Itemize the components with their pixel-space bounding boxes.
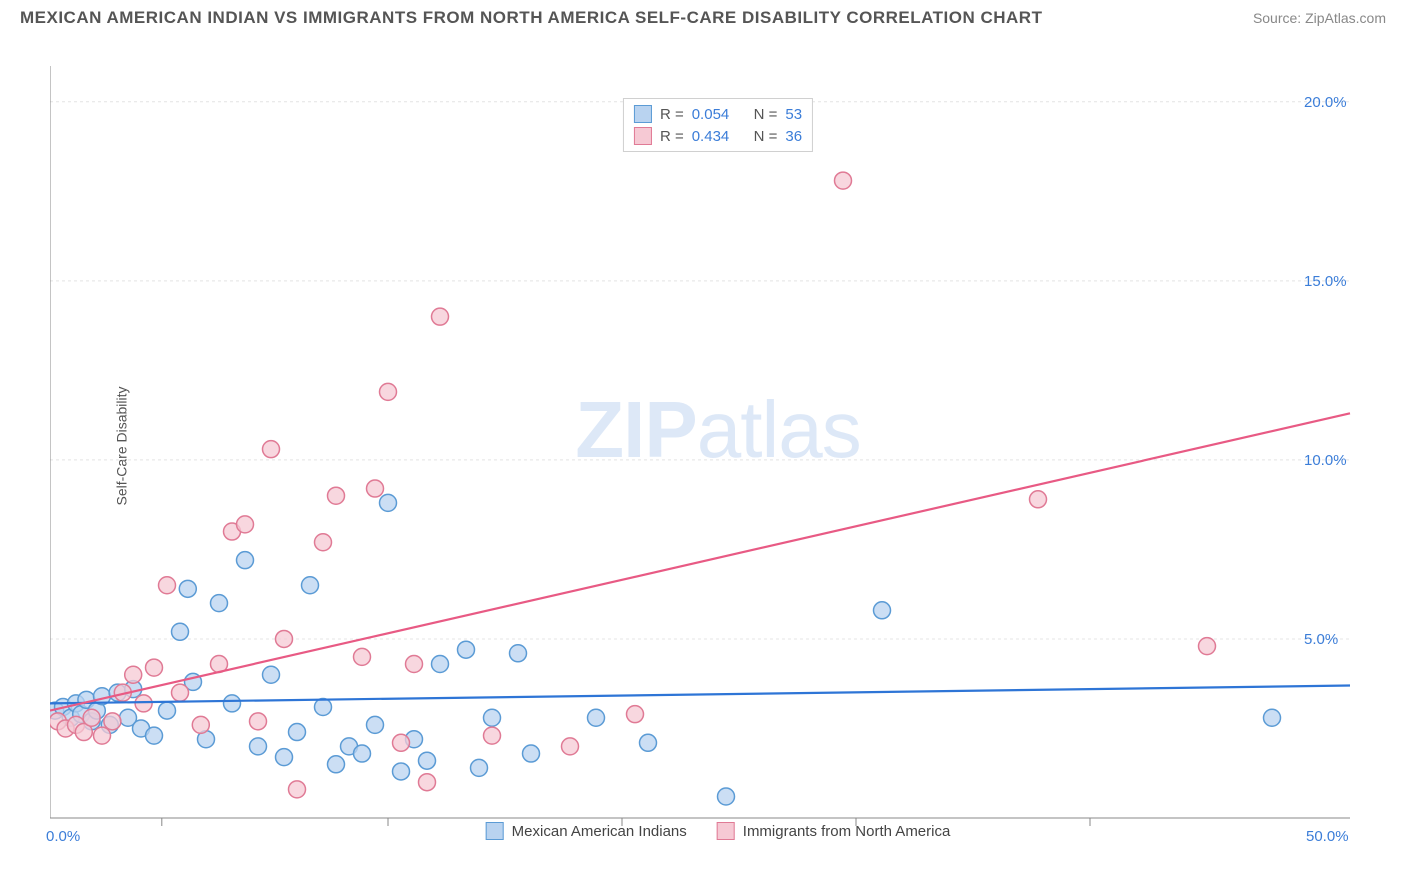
legend-item: Mexican American Indians (486, 822, 687, 840)
stat-legend-row: R = 0.054 N = 53 (634, 103, 802, 125)
legend-swatch-1 (717, 822, 735, 840)
n-label: N = (754, 128, 778, 145)
n-value-1: 36 (785, 128, 802, 145)
chart-title: MEXICAN AMERICAN INDIAN VS IMMIGRANTS FR… (20, 8, 1042, 28)
axis-tick-label: 15.0% (1304, 273, 1347, 290)
legend-item: Immigrants from North America (717, 822, 951, 840)
stat-swatch-0 (634, 105, 652, 123)
legend-swatch-0 (486, 822, 504, 840)
r-label: R = (660, 128, 684, 145)
axis-tick-label: 5.0% (1304, 631, 1338, 648)
series-legend: Mexican American Indians Immigrants from… (486, 822, 951, 840)
axis-tick-label: 10.0% (1304, 452, 1347, 469)
chart-header: MEXICAN AMERICAN INDIAN VS IMMIGRANTS FR… (0, 0, 1406, 32)
n-value-0: 53 (785, 106, 802, 123)
stat-legend-row: R = 0.434 N = 36 (634, 125, 802, 147)
stat-swatch-1 (634, 127, 652, 145)
stat-legend: R = 0.054 N = 53 R = 0.434 N = 36 (623, 98, 813, 152)
axis-tick-label: 0.0% (46, 828, 80, 845)
n-label: N = (754, 106, 778, 123)
chart-area: Self-Care Disability ZIPatlas R = 0.054 … (50, 46, 1386, 846)
legend-label-0: Mexican American Indians (512, 823, 687, 840)
axis-tick-label: 50.0% (1306, 828, 1349, 845)
axis-tick-label: 20.0% (1304, 94, 1347, 111)
r-value-1: 0.434 (692, 128, 730, 145)
r-label: R = (660, 106, 684, 123)
r-value-0: 0.054 (692, 106, 730, 123)
scatter-plot (50, 66, 1370, 858)
chart-source: Source: ZipAtlas.com (1253, 10, 1386, 26)
legend-label-1: Immigrants from North America (743, 823, 951, 840)
